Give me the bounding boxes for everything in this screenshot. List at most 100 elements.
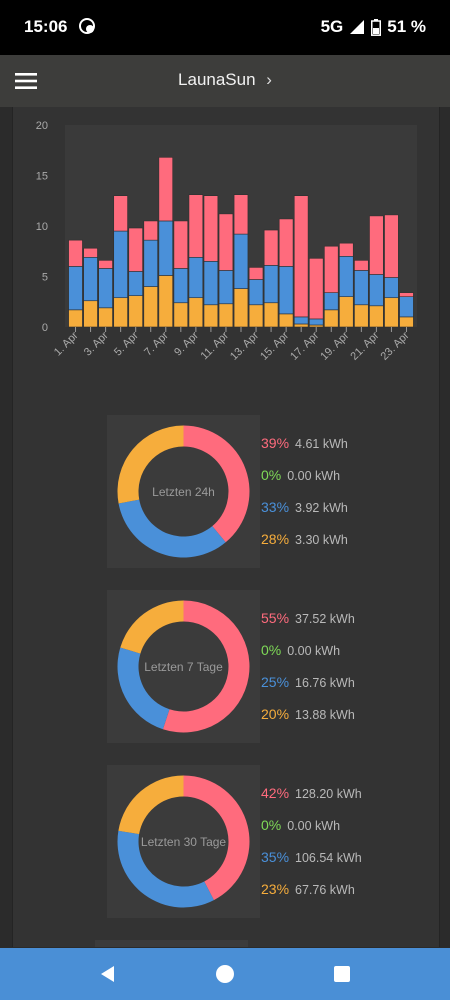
bar-segment[interactable] <box>128 295 143 328</box>
bar-segment[interactable] <box>399 316 414 328</box>
bar-segment[interactable] <box>188 257 204 299</box>
bar-segment[interactable] <box>278 218 294 267</box>
donut-slice[interactable] <box>120 600 184 654</box>
bar-segment[interactable] <box>188 194 204 258</box>
bar-segment[interactable] <box>354 270 369 306</box>
bar-segment[interactable] <box>83 257 98 302</box>
bar-segment[interactable] <box>308 324 324 328</box>
bar-segment[interactable] <box>399 292 414 298</box>
bar-segment[interactable] <box>263 229 279 266</box>
legend-value: 13.88 kWh <box>295 708 355 722</box>
bar-segment[interactable] <box>384 214 399 278</box>
bar-segment[interactable] <box>263 265 279 304</box>
home-icon[interactable] <box>215 964 235 984</box>
bar-segment[interactable] <box>203 304 219 328</box>
bar-segment[interactable] <box>233 194 249 235</box>
bar-segment[interactable] <box>233 288 249 328</box>
back-icon[interactable] <box>98 964 118 984</box>
donut-slice[interactable] <box>118 499 226 558</box>
donut-slice[interactable] <box>118 775 184 835</box>
bar-segment[interactable] <box>384 277 399 299</box>
donut-chart-7d <box>117 600 250 733</box>
bar-segment[interactable] <box>218 270 234 305</box>
bar-segment[interactable] <box>384 297 399 328</box>
x-tick-label: 9. Apr <box>172 329 201 358</box>
bar-segment[interactable] <box>143 220 158 241</box>
legend-percent: 35% <box>261 849 290 865</box>
bar-segment[interactable] <box>369 274 384 307</box>
bar-segment[interactable] <box>399 296 414 318</box>
bar-segment[interactable] <box>324 245 339 293</box>
bar-segment[interactable] <box>339 256 354 298</box>
bar-segment[interactable] <box>324 292 339 311</box>
bar-segment[interactable] <box>113 195 128 232</box>
bar-segment[interactable] <box>203 195 219 262</box>
bar-segment[interactable] <box>68 239 83 267</box>
bar-segment[interactable] <box>248 279 264 306</box>
bar-segment[interactable] <box>278 313 294 328</box>
bar-segment[interactable] <box>68 266 83 311</box>
x-tick-label: 23. Apr <box>378 329 411 362</box>
bar-segment[interactable] <box>248 267 264 280</box>
site-selector[interactable]: LaunaSun › <box>0 70 450 90</box>
recents-icon[interactable] <box>333 965 351 983</box>
x-tick-label: 17. Apr <box>288 329 321 362</box>
bar-segment[interactable] <box>158 157 174 222</box>
bar-segment[interactable] <box>113 230 128 299</box>
bar-segment[interactable] <box>143 239 158 287</box>
bar-segment[interactable] <box>369 215 384 275</box>
legend-percent: 33% <box>261 499 290 515</box>
bar-segment[interactable] <box>293 323 309 328</box>
bar-segment[interactable] <box>98 307 113 328</box>
bar-segment[interactable] <box>113 297 128 328</box>
bar-segment[interactable] <box>369 305 384 328</box>
bar-segment[interactable] <box>263 302 279 328</box>
bar-segment[interactable] <box>354 260 369 271</box>
x-tick-label: 3. Apr <box>82 329 111 358</box>
bar-segment[interactable] <box>354 304 369 328</box>
bar-segment[interactable] <box>128 271 143 296</box>
donut-slice[interactable] <box>183 425 250 543</box>
donut-slice[interactable] <box>117 830 214 908</box>
bar-segment[interactable] <box>98 260 113 269</box>
bar-segment[interactable] <box>158 275 174 328</box>
bar-segment[interactable] <box>173 268 189 304</box>
bar-segment[interactable] <box>248 304 264 328</box>
bar-segment[interactable] <box>158 220 174 276</box>
bar-segment[interactable] <box>308 318 324 326</box>
bar-segment[interactable] <box>83 300 98 328</box>
bar-segment[interactable] <box>128 227 143 272</box>
bar-segment[interactable] <box>218 303 234 328</box>
bar-segment[interactable] <box>218 213 234 271</box>
bar-segment[interactable] <box>83 247 98 258</box>
bar-segment[interactable] <box>173 220 189 269</box>
donut-slice[interactable] <box>183 775 250 901</box>
legend-item: 42% 128.20 kWh <box>261 785 362 801</box>
bar-segment[interactable] <box>173 302 189 328</box>
bar-segment[interactable] <box>339 296 354 328</box>
bar-segment[interactable] <box>339 242 354 257</box>
bar-segment[interactable] <box>293 195 309 318</box>
bar-segment[interactable] <box>324 309 339 328</box>
legend-value: 3.92 kWh <box>295 501 348 515</box>
legend-item: 0% 0.00 kWh <box>261 642 340 658</box>
hamburger-menu-icon[interactable] <box>15 71 37 91</box>
bar-segment[interactable] <box>68 309 83 328</box>
legend-percent: 0% <box>261 817 282 833</box>
bar-segment[interactable] <box>308 258 324 320</box>
donut-slice[interactable] <box>162 600 250 733</box>
x-tick-label: 13. Apr <box>228 329 261 362</box>
bar-segment[interactable] <box>98 268 113 309</box>
donut-slice[interactable] <box>117 647 170 730</box>
network-label: 5G <box>320 17 344 36</box>
y-tick-label: 20 <box>36 120 48 132</box>
bar-segment[interactable] <box>188 297 204 328</box>
bar-segment[interactable] <box>278 266 294 315</box>
bar-segment[interactable] <box>143 286 158 328</box>
legend-value: 37.52 kWh <box>295 612 355 626</box>
bar-segment[interactable] <box>233 233 249 289</box>
donut-slice[interactable] <box>117 425 184 504</box>
legend-item: 0% 0.00 kWh <box>261 817 340 833</box>
bar-segment[interactable] <box>203 261 219 306</box>
bar-segment[interactable] <box>293 316 309 325</box>
